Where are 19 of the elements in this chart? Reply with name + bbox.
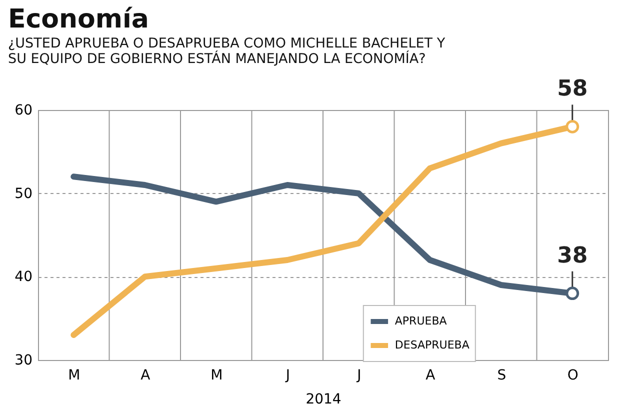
legend-label: APRUEBA: [394, 314, 448, 328]
x-tick-label: S: [497, 368, 506, 384]
y-tick-label: 60: [14, 102, 32, 118]
x-axis-title: 2014: [306, 392, 342, 408]
x-tick-label: M: [210, 368, 223, 384]
x-tick-label: M: [68, 368, 80, 384]
chart-subtitle: ¿USTED APRUEBA O DESAPRUEBA COMO MICHELLE BACHELET Y SU EQUIPO DE GOBIERNO ESTÁN MANEJANDO LA ECONOMÍA?: [8, 36, 446, 68]
x-tick-label: A: [426, 368, 436, 384]
y-tick-label: 50: [14, 186, 32, 202]
data-label: 38: [557, 243, 588, 268]
data-label: 58: [557, 76, 588, 102]
x-tick-label: J: [356, 368, 362, 384]
x-tick-label: O: [567, 368, 578, 384]
chart-title: Economía: [8, 4, 149, 35]
y-tick-label: 30: [14, 352, 32, 368]
y-tick-label: 40: [14, 269, 32, 286]
x-tick-label: J: [284, 368, 290, 384]
x-tick-label: A: [140, 368, 151, 384]
legend-label: DESAPRUEBA: [394, 338, 470, 352]
